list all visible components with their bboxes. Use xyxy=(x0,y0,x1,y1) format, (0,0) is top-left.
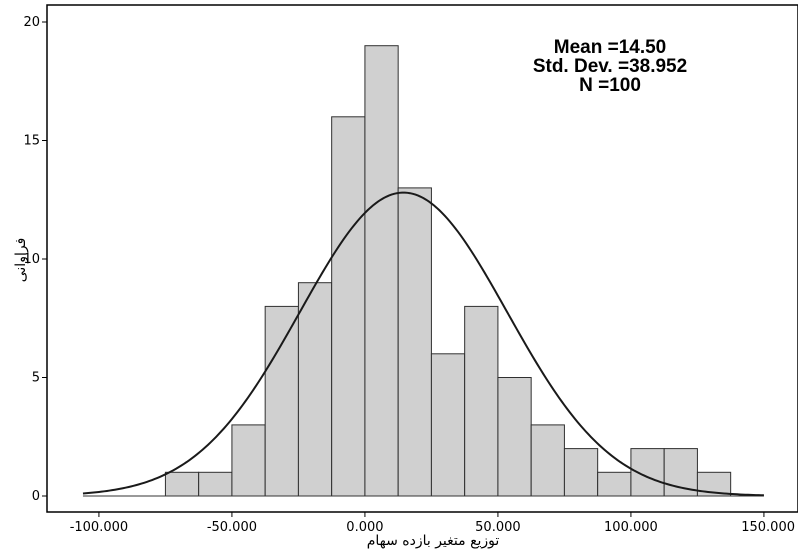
histogram-bar xyxy=(364,45,399,497)
y-tick-label: 20 xyxy=(23,15,40,30)
histogram-bar xyxy=(331,116,366,497)
stat-mean: Mean =14.50 xyxy=(554,37,667,58)
stats-box: Mean =14.50 Std. Dev. =38.952 N =100 xyxy=(533,37,687,96)
histogram-bar xyxy=(497,377,532,497)
y-tick-label: 15 xyxy=(23,134,40,149)
x-tick-label: -100.000 xyxy=(70,520,128,535)
histogram-bar xyxy=(597,471,632,497)
x-tick-label: -50.000 xyxy=(207,520,257,535)
stat-std-dev: Std. Dev. =38.952 xyxy=(533,56,687,77)
histogram-bar xyxy=(198,471,233,497)
y-tick-label: 0 xyxy=(32,489,40,504)
histogram-bar xyxy=(563,448,599,497)
stat-n: N =100 xyxy=(579,75,641,96)
bars xyxy=(82,45,764,497)
x-tick-label: 0.000 xyxy=(346,520,383,535)
x-axis-ticks: -100.000 -50.000 0.000 50.000 100.000 150.000 xyxy=(70,512,795,535)
histogram-bar xyxy=(264,305,299,497)
histogram-bar xyxy=(530,424,565,497)
histogram-bar xyxy=(430,353,466,497)
y-tick-label: 5 xyxy=(32,371,40,386)
histogram-bar xyxy=(231,424,266,497)
x-tick-label: 100.000 xyxy=(604,520,658,535)
histogram-bar xyxy=(164,471,200,497)
histogram-bar xyxy=(297,282,333,497)
histogram-bar xyxy=(464,305,499,497)
y-axis-ticks: 0 5 10 15 20 xyxy=(23,15,47,504)
histogram-bar xyxy=(397,187,432,497)
x-axis-title: توزیع متغیر بازده سهام xyxy=(367,533,500,549)
normal-curve xyxy=(82,191,764,497)
plot-area xyxy=(46,4,798,513)
x-tick-label: 50.000 xyxy=(475,520,521,535)
y-tick-label: 10 xyxy=(23,252,40,267)
y-axis-title: فراوانی xyxy=(13,238,29,283)
x-tick-label: 150.000 xyxy=(741,520,795,535)
